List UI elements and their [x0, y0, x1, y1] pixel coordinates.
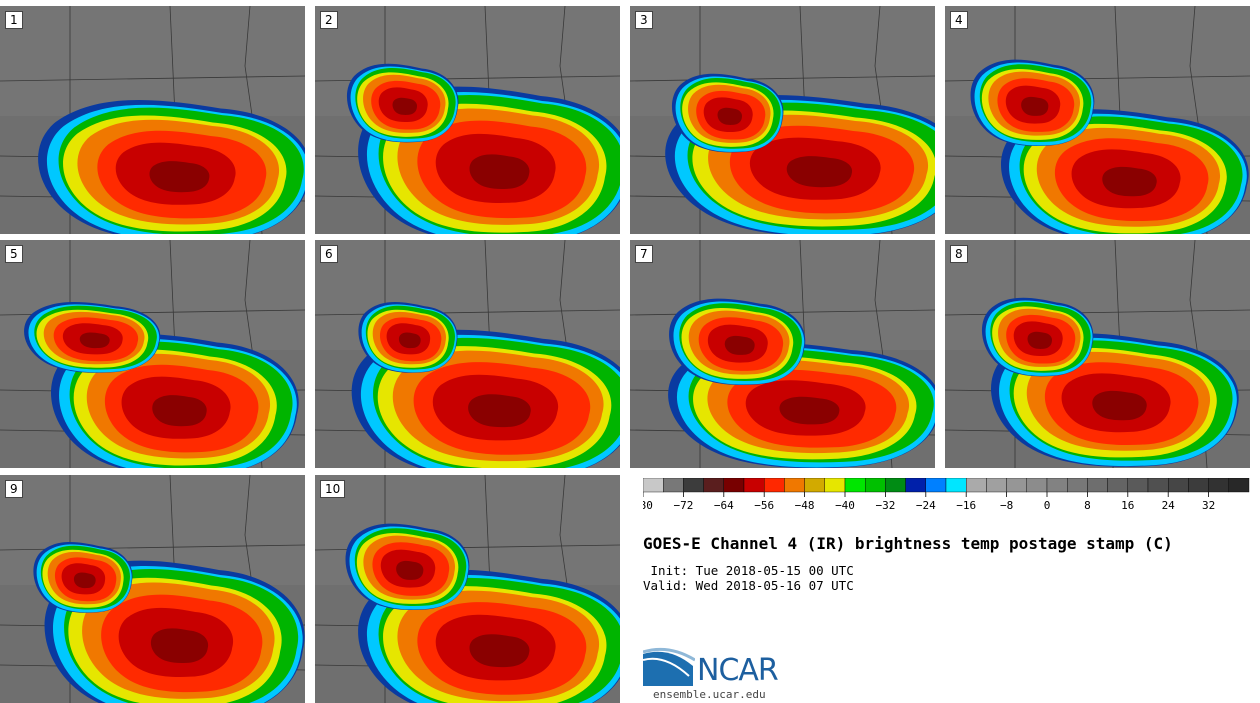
postage-stamp-panel-5: 5	[0, 240, 305, 468]
ir-map	[315, 6, 620, 234]
member-label: 1	[5, 11, 23, 29]
ncar-logo-text: NCAR	[697, 653, 779, 688]
colorbar-segment	[1026, 478, 1048, 493]
colorbar-segment	[643, 478, 664, 493]
member-label: 5	[5, 245, 23, 263]
member-label: 4	[950, 11, 968, 29]
colorbar-tick-label: −40	[835, 499, 855, 512]
postage-stamp-panel-7: 7	[630, 240, 935, 468]
ncar-logo-icon	[643, 647, 695, 686]
colorbar-segment	[1127, 478, 1149, 493]
colorbar-segment	[743, 478, 765, 493]
colorbar-tick-label: −16	[956, 499, 976, 512]
colorbar-segment	[1208, 478, 1229, 493]
colorbar-tick-label: 0	[1044, 499, 1051, 512]
ir-map	[945, 6, 1250, 234]
colorbar-segment	[824, 478, 846, 493]
member-label: 3	[635, 11, 653, 29]
colorbar-segment	[966, 478, 987, 493]
ir-map	[945, 240, 1250, 468]
ir-map	[0, 240, 305, 468]
colorbar-segment	[1087, 478, 1108, 493]
postage-stamp-panel-2: 2	[315, 6, 620, 234]
member-label: 6	[320, 245, 338, 263]
colorbar-tick-label: −32	[875, 499, 895, 512]
ir-map	[0, 6, 305, 234]
member-label: 10	[320, 480, 346, 498]
colorbar-segment	[683, 478, 704, 493]
colorbar-segment	[804, 478, 826, 493]
colorbar-segment	[663, 478, 684, 493]
postage-stamp-panel-3: 3	[630, 6, 935, 234]
colorbar-segment	[1046, 478, 1068, 493]
postage-stamp-panel-8: 8	[945, 240, 1250, 468]
colorbar-tick-label: −72	[673, 499, 693, 512]
colorbar-segment	[723, 478, 745, 493]
colorbar-tick-label: −8	[1000, 499, 1013, 512]
colorbar-segment	[864, 478, 886, 493]
postage-stamp-panel-1: 1	[0, 6, 305, 234]
postage-stamp-panel-4: 4	[945, 6, 1250, 234]
postage-stamp-panel-10: 10	[315, 475, 620, 703]
member-label: 7	[635, 245, 653, 263]
ir-map	[630, 6, 935, 234]
colorbar-segment	[945, 478, 967, 493]
colorbar-tick-label: −64	[714, 499, 734, 512]
colorbar-tick-label: 8	[1084, 499, 1091, 512]
chart-title: GOES-E Channel 4 (IR) brightness temp po…	[643, 534, 1173, 553]
colorbar-segment	[1067, 478, 1088, 493]
member-label: 8	[950, 245, 968, 263]
colorbar-segment	[763, 478, 785, 493]
ir-map	[0, 475, 305, 703]
colorbar-segment	[1188, 478, 1209, 493]
member-label: 9	[5, 480, 23, 498]
colorbar-segment	[703, 478, 724, 493]
colorbar-segment	[784, 478, 805, 493]
colorbar-segment	[1147, 478, 1169, 493]
colorbar-segment	[885, 478, 906, 493]
colorbar-tick-label: 24	[1162, 499, 1176, 512]
valid-time: Valid: Wed 2018-05-16 07 UTC	[643, 578, 854, 593]
member-label: 2	[320, 11, 338, 29]
logo-url: ensemble.ucar.edu	[653, 688, 766, 701]
colorbar-tick-label: −24	[916, 499, 936, 512]
colorbar-segment	[905, 478, 927, 493]
init-time: Init: Tue 2018-05-15 00 UTC	[643, 563, 854, 578]
colorbar-tick-label: −48	[795, 499, 815, 512]
colorbar-tick-label: −56	[754, 499, 774, 512]
postage-stamp-panel-9: 9	[0, 475, 305, 703]
colorbar-segment	[1168, 478, 1189, 493]
colorbar-tick-label: 32	[1202, 499, 1215, 512]
ir-map	[630, 240, 935, 468]
colorbar-segment	[986, 478, 1007, 493]
colorbar-segment	[844, 478, 866, 493]
colorbar-segment	[925, 478, 947, 493]
colorbar-tick-label: 16	[1121, 499, 1134, 512]
postage-stamp-panel-6: 6	[315, 240, 620, 468]
ir-map	[315, 240, 620, 468]
colorbar-segment	[1006, 478, 1028, 493]
ir-map	[315, 475, 620, 703]
colorbar-tick-label: −80	[643, 499, 653, 512]
colorbar-segment	[1107, 478, 1129, 493]
colorbar-segment	[1228, 478, 1250, 493]
